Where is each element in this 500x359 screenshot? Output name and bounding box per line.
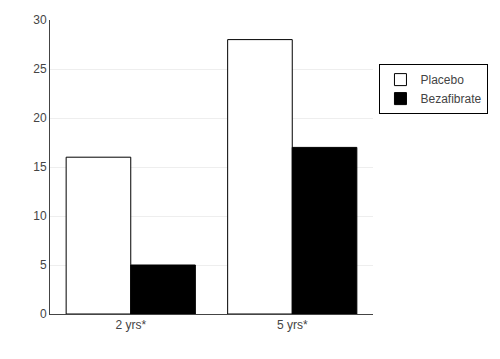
- svg-text:30: 30: [33, 13, 47, 27]
- svg-text:Bezafibrate: Bezafibrate: [420, 92, 481, 106]
- svg-text:25: 25: [33, 62, 47, 76]
- svg-text:Placebo: Placebo: [420, 73, 464, 87]
- svg-text:10: 10: [33, 209, 47, 223]
- svg-text:5 yrs*: 5 yrs*: [277, 318, 308, 332]
- svg-text:2 yrs*: 2 yrs*: [115, 318, 146, 332]
- svg-text:20: 20: [33, 111, 47, 125]
- svg-text:15: 15: [33, 160, 47, 174]
- svg-text:0: 0: [40, 307, 47, 321]
- svg-text:5: 5: [40, 258, 47, 272]
